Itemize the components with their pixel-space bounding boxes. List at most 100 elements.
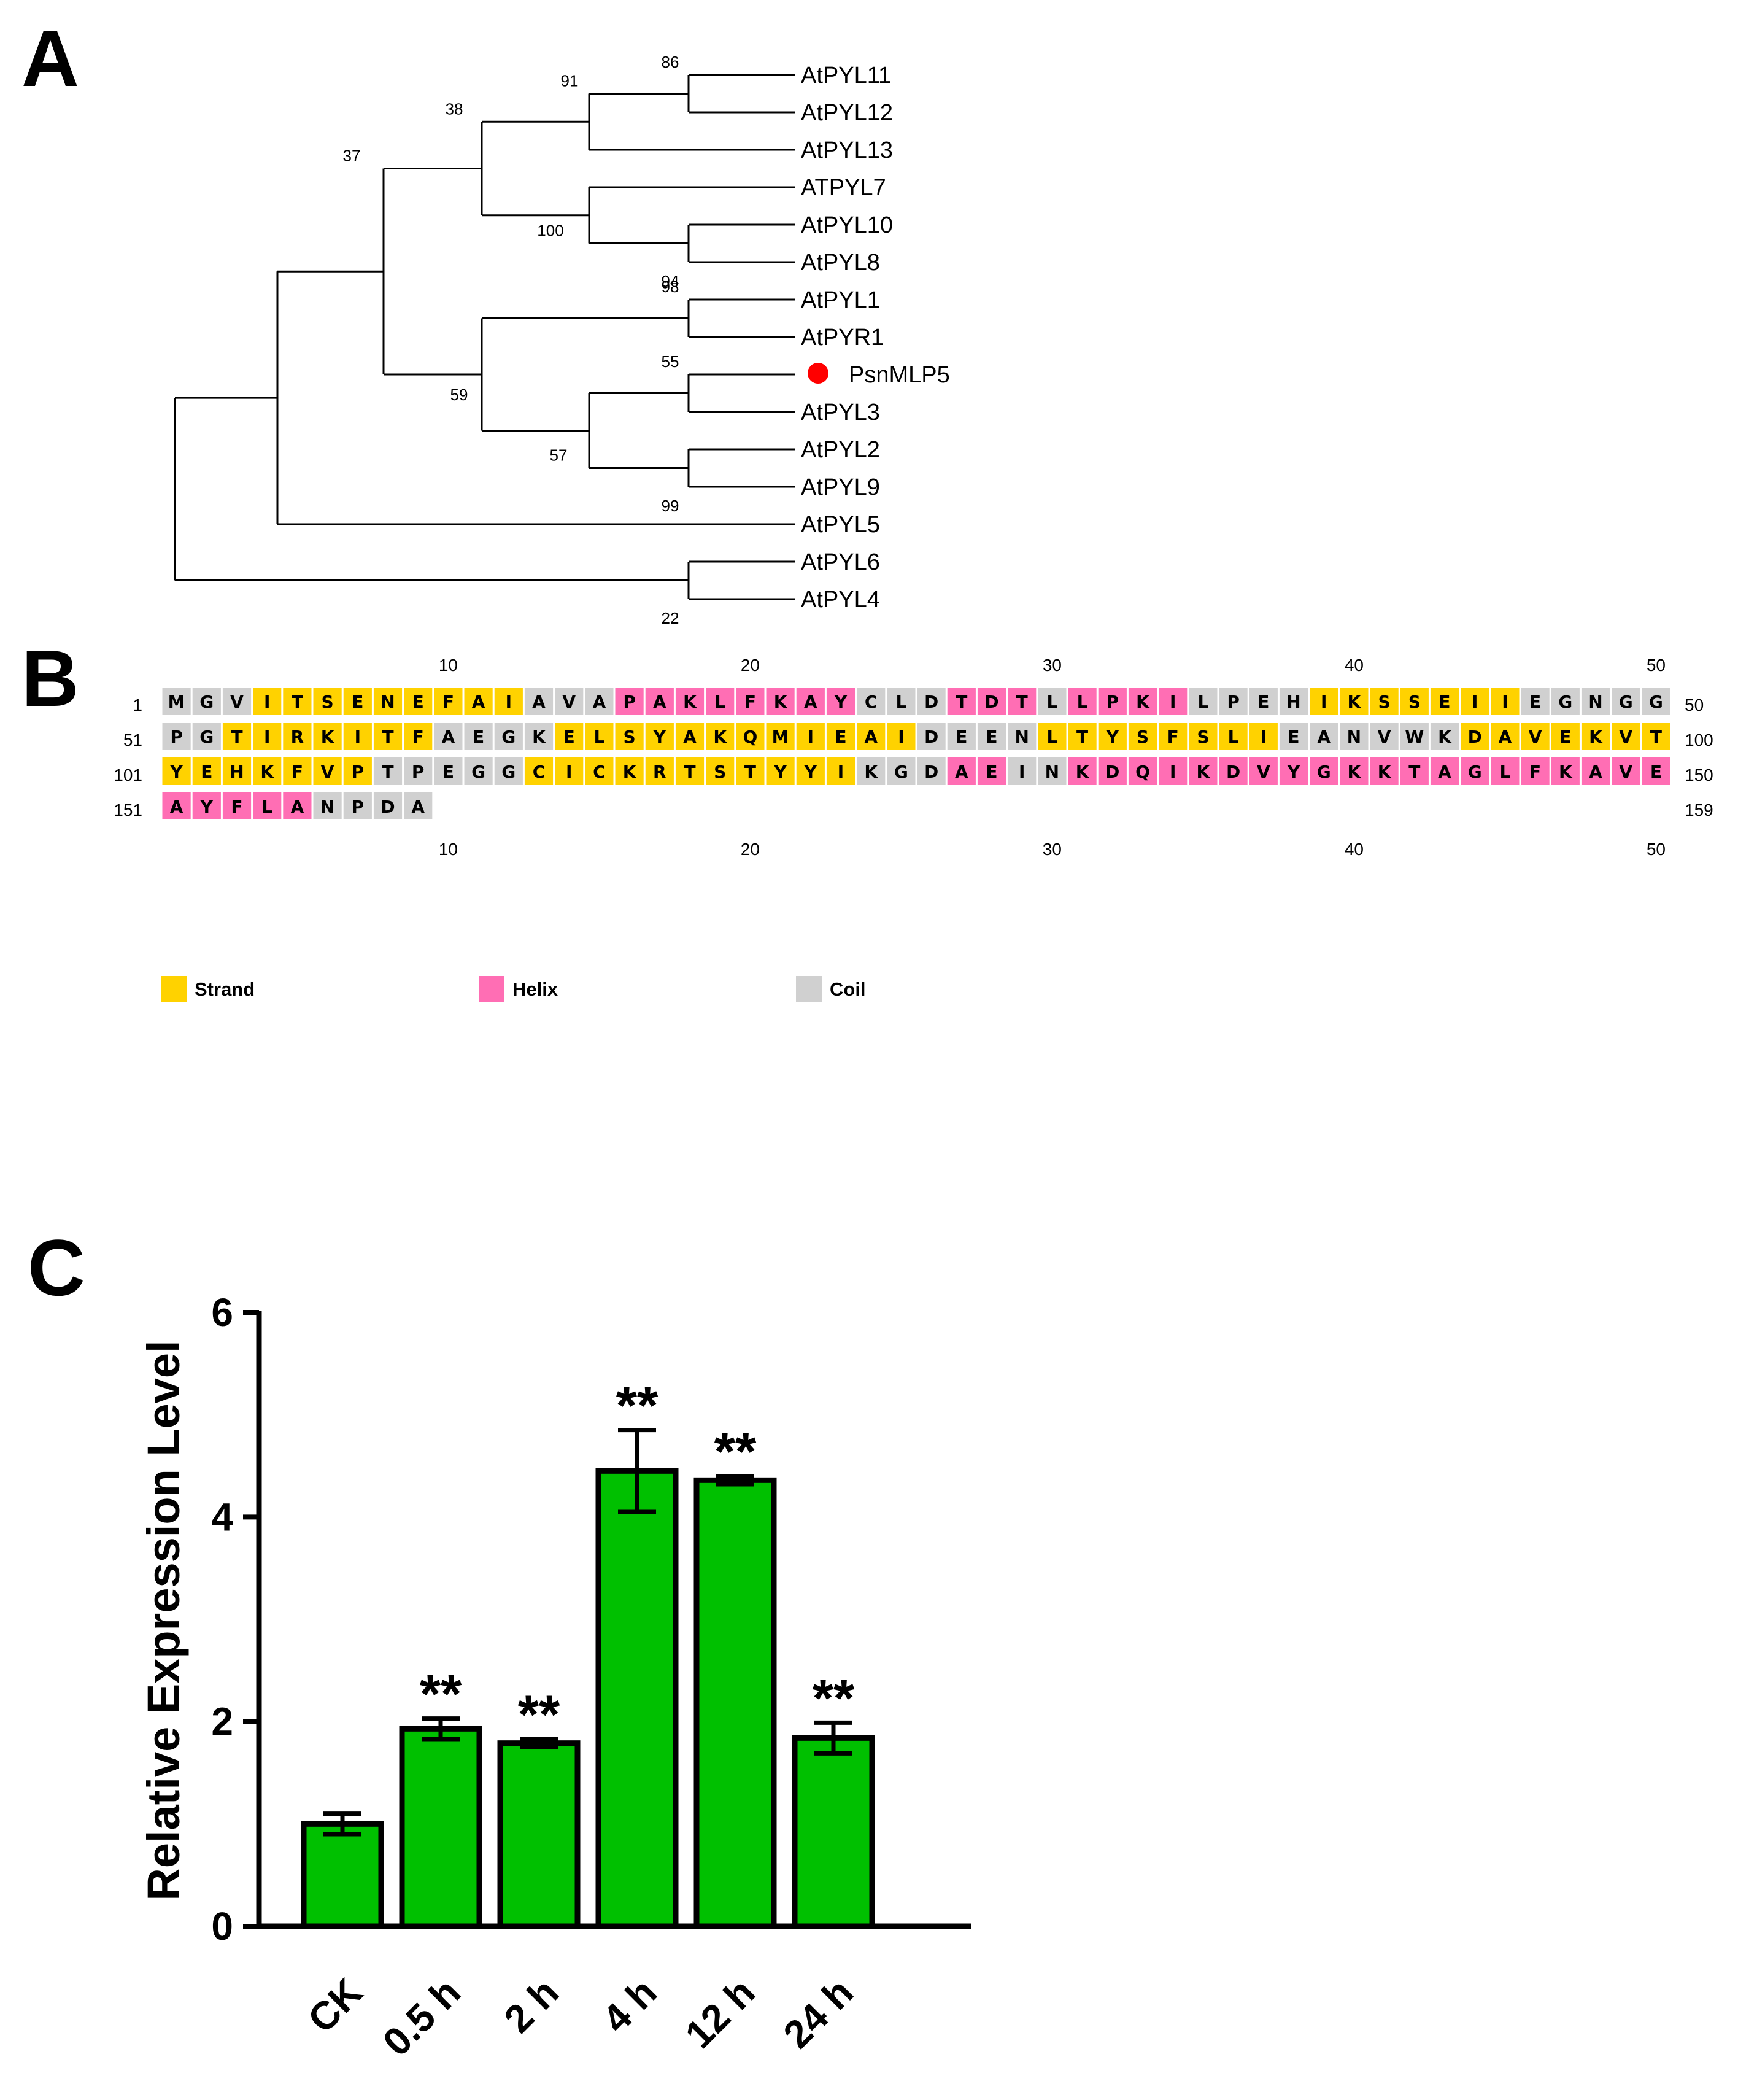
residue-letter: K [1348, 692, 1362, 712]
residue-cell [1340, 688, 1369, 715]
bootstrap-value: 91 [561, 72, 579, 90]
residue-cell [826, 757, 855, 785]
ruler-top-label: 40 [1345, 656, 1364, 675]
residue-cell [1068, 688, 1097, 715]
taxon-label: AtPYL5 [801, 512, 880, 538]
residue-cell [373, 723, 403, 750]
residue-cell [917, 757, 946, 785]
residue-letter: Q [1135, 762, 1150, 782]
residue-letter: F [231, 797, 242, 817]
residue-cell [1491, 757, 1520, 785]
bar [301, 1821, 384, 1929]
residue-letter: A [442, 727, 455, 747]
residue-cell [826, 688, 855, 715]
residue-cell [1612, 757, 1640, 785]
residue-cell [192, 757, 221, 785]
bar [497, 1740, 581, 1929]
residue-cell [404, 757, 433, 785]
residue-letter: V [1529, 727, 1542, 747]
residue-letter: W [1405, 727, 1424, 747]
residue-cell [766, 723, 795, 750]
residue-letter: E [1257, 692, 1269, 712]
taxon-label: AtPYL2 [801, 437, 880, 463]
residue-letter: A [1317, 727, 1331, 747]
residue-cell [1551, 757, 1580, 785]
residue-cell [162, 792, 191, 819]
residue-letter: S [322, 692, 334, 712]
residue-letter: Q [743, 727, 757, 747]
residue-cell [706, 688, 735, 715]
residue-letter: E [835, 727, 846, 747]
y-tick-label: 2 [211, 1700, 233, 1744]
residue-letter: E [986, 727, 997, 747]
residue-cell [1340, 723, 1369, 750]
residue-letter: A [1589, 762, 1602, 782]
residue-cell [343, 688, 372, 715]
residue-letter: G [199, 692, 214, 712]
legend-label: Helix [512, 978, 558, 1000]
residue-cell [253, 723, 282, 750]
phylogenetic-tree: AtPYL11 AtPYL12 AtPYL13 ATPYL7 AtPYL10 AtPYL8… [174, 53, 950, 627]
residue-letter: S [1197, 727, 1209, 747]
residue-cell [253, 792, 282, 819]
residue-cell [645, 688, 674, 715]
residue-cell [1521, 688, 1550, 715]
residue-cell [1551, 688, 1580, 715]
residue-letter: E [956, 727, 967, 747]
residue-letter: A [1499, 727, 1512, 747]
residue-letter: A [1438, 762, 1451, 782]
residue-cell [1370, 723, 1399, 750]
residue-letter: I [1170, 762, 1176, 782]
residue-letter: V [1619, 762, 1632, 782]
residue-cell [645, 757, 674, 785]
residue-letter: T [1650, 727, 1662, 747]
residue-cell [1008, 757, 1037, 785]
residue-letter: E [563, 727, 575, 747]
residue-cell [343, 757, 372, 785]
residue-letter: Y [773, 762, 787, 782]
residue-letter: I [1261, 727, 1267, 747]
residue-letter: R [653, 762, 666, 782]
residue-cell [434, 723, 463, 750]
residue-letter: G [1558, 692, 1572, 712]
residue-cell [434, 757, 463, 785]
residue-cell [675, 723, 705, 750]
residue-cell [887, 757, 916, 785]
residue-letter: K [1136, 692, 1150, 712]
residue-letter: T [382, 727, 393, 747]
residue-cell [1310, 757, 1338, 785]
residue-letter: K [1589, 727, 1603, 747]
residue-letter: A [291, 797, 304, 817]
residue-letter: T [231, 727, 242, 747]
residue-letter: N [1347, 727, 1361, 747]
residue-cell [373, 688, 403, 715]
y-tick-label: 6 [211, 1290, 233, 1335]
residue-cell [555, 723, 584, 750]
residue-cell [1128, 757, 1157, 785]
residue-letter: L [1197, 692, 1208, 712]
highlight-marker [808, 363, 828, 384]
residue-letter: I [1472, 692, 1478, 712]
residue-cell [645, 723, 674, 750]
residue-letter: E [442, 762, 454, 782]
ruler-bottom-label: 50 [1647, 840, 1666, 859]
residue-cell [1521, 723, 1550, 750]
residue-letter: L [1046, 727, 1057, 747]
residue-letter: L [1228, 727, 1239, 747]
residue-cell [1581, 688, 1610, 715]
residue-letter: A [683, 727, 697, 747]
residue-cell [373, 792, 403, 819]
residue-cell [1581, 757, 1610, 785]
residue-cell [494, 723, 523, 750]
row-end-number: 100 [1685, 730, 1713, 750]
residue-cell [736, 688, 765, 715]
residue-cell [1551, 723, 1580, 750]
residue-cell [615, 757, 644, 785]
residue-letter: I [1019, 762, 1025, 782]
ruler-bottom-label: 40 [1345, 840, 1364, 859]
residue-letter: T [382, 762, 393, 782]
residue-cell [1521, 757, 1550, 785]
residue-cell [343, 792, 372, 819]
residue-cell [736, 723, 765, 750]
